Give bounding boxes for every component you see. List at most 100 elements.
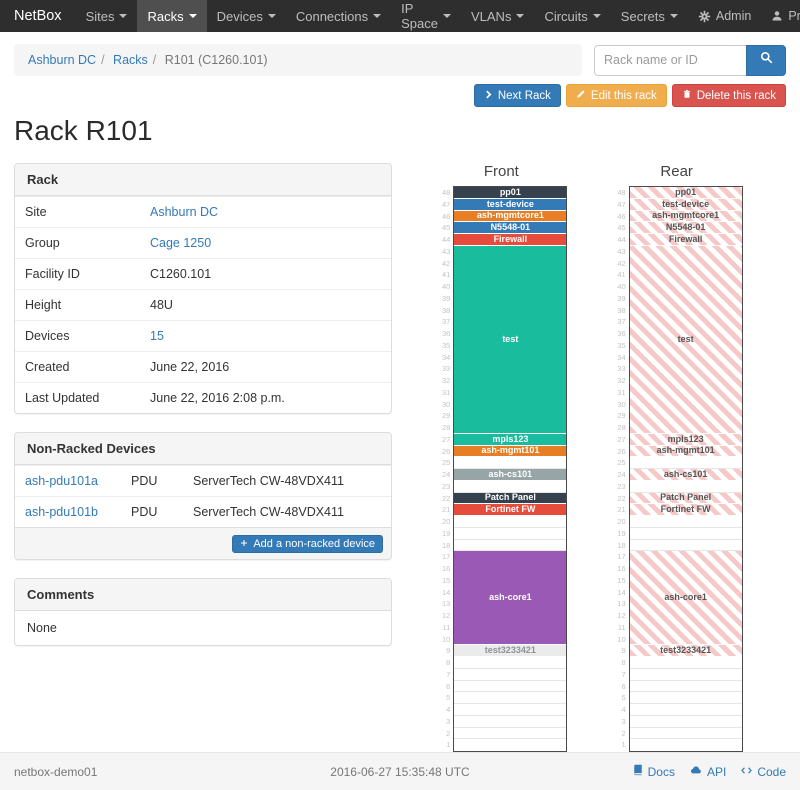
front-elevation: Front 48 47 46 45 44 43 42 41 40 39 38 37 36 35 34 33 32…	[435, 163, 568, 752]
front-rack-units: pp01 test-device ash-mgmtcore1 N5548-01 Fire…	[453, 186, 568, 752]
rack-device-firewall[interactable]: Firewall	[454, 234, 567, 246]
rack-slot-empty	[629, 540, 742, 552]
unit-number: 27	[617, 434, 626, 444]
rack-device-ash-cs101[interactable]: ash-cs101	[454, 469, 567, 481]
rack-device-ash-mgmtcore1[interactable]: ash-mgmtcore1	[629, 210, 742, 223]
rack-slot-empty	[629, 716, 742, 728]
rack-device-ash-mgmt101[interactable]: ash-mgmt101	[629, 445, 742, 458]
nav-item-secrets[interactable]: Secrets	[611, 0, 688, 32]
rack-device-pp01[interactable]: pp01	[454, 187, 567, 199]
rack-device-fortinet-fw[interactable]: Fortinet FW	[629, 504, 742, 516]
rack-device-ash-core1[interactable]: ash-core1	[454, 551, 567, 646]
front-rack: 48 47 46 45 44 43 42 41 40 39 38 37 36 35 34 33 32 31 30 29…	[435, 186, 568, 752]
caret-down-icon	[267, 14, 276, 18]
rack-device-test[interactable]: test	[629, 245, 742, 434]
front-elevation-title: Front	[483, 163, 519, 180]
rack-slot-empty	[629, 516, 742, 528]
rack-device-patch-panel[interactable]: Patch Panel	[454, 492, 567, 505]
rack-device-ash-core1[interactable]: ash-core1	[629, 551, 742, 646]
rack-search-input[interactable]	[594, 44, 746, 76]
unit-number: 6	[621, 681, 626, 691]
unit-number: 2	[621, 728, 626, 738]
rack-device-ash-mgmtcore1[interactable]: ash-mgmtcore1	[454, 210, 567, 223]
site-link[interactable]: Ashburn DC	[150, 205, 219, 219]
rack-device-mpls123[interactable]: mpls123	[454, 433, 567, 446]
edit-rack-button[interactable]: Edit this rack	[565, 84, 667, 107]
rack-slot-empty	[629, 681, 742, 693]
unit-number: 43	[617, 246, 626, 256]
device-link[interactable]: ash-pdu101b	[25, 505, 98, 519]
page-title: Rack R101	[14, 115, 153, 146]
unit-number: 22	[617, 493, 626, 503]
unit-number: 4	[621, 705, 626, 714]
unit-number: 48	[617, 188, 626, 197]
unit-number: 17	[617, 552, 626, 562]
nav-item-racks[interactable]: Racks	[137, 0, 207, 32]
unit-number: 18	[441, 540, 451, 550]
nav-item-circuits[interactable]: Circuits	[534, 0, 610, 32]
api-link[interactable]: API	[689, 764, 726, 779]
search-button[interactable]	[746, 44, 786, 76]
unit-number: 34	[617, 352, 626, 362]
rack-device-pp01[interactable]: pp01	[629, 187, 742, 199]
nav-item-sites[interactable]: Sites	[76, 0, 138, 32]
nav-item-connections[interactable]: Connections	[286, 0, 391, 32]
comments-panel-title: Comments	[15, 579, 391, 611]
nav-item-vlans[interactable]: VLANs	[461, 0, 534, 32]
unit-number: 24	[441, 470, 451, 479]
group-link[interactable]: Cage 1250	[150, 236, 212, 250]
rack-device-test-device[interactable]: test-device	[454, 198, 567, 211]
unit-number: 44	[617, 235, 626, 244]
unit-number: 25	[617, 458, 626, 468]
devices-count-link[interactable]: 15	[150, 329, 164, 343]
rack-slot-empty	[629, 728, 742, 740]
rack-device-ash-mgmt101[interactable]: ash-mgmt101	[454, 445, 567, 458]
next-rack-button[interactable]: Next Rack	[473, 84, 561, 107]
rack-device-test[interactable]: test	[454, 245, 567, 434]
pencil-icon	[576, 89, 586, 102]
rack-slot-empty	[454, 669, 567, 681]
trash-icon	[682, 89, 692, 102]
breadcrumb-site-link[interactable]: Ashburn DC	[28, 53, 97, 67]
nav-item-devices[interactable]: Devices	[207, 0, 286, 32]
unit-number: 44	[441, 235, 451, 244]
profile-link[interactable]: Profile	[761, 0, 800, 32]
nav-item-ip-space[interactable]: IP Space	[391, 0, 461, 32]
admin-link[interactable]: Admin	[688, 0, 761, 32]
rack-device-test-device[interactable]: test-device	[629, 198, 742, 211]
unit-number: 40	[617, 282, 626, 291]
rear-elevation-title: Rear	[660, 163, 693, 180]
comments-value: None	[27, 621, 57, 635]
rack-device-test3233421[interactable]: test3233421	[629, 645, 742, 657]
rack-device-mpls123[interactable]: mpls123	[629, 433, 742, 446]
rack-device-firewall[interactable]: Firewall	[629, 234, 742, 246]
unit-number: 36	[617, 329, 626, 338]
rack-slot-empty	[454, 528, 567, 540]
rack-device-n5548-01[interactable]: N5548-01	[629, 222, 742, 234]
rack-device-patch-panel[interactable]: Patch Panel	[629, 492, 742, 505]
rear-elevation: Rear 48 47 46 45 44 43 42 41 40 39 38 37 36 35 34 33 32 3…	[611, 163, 743, 752]
unit-number: 25	[441, 458, 451, 468]
docs-link[interactable]: Docs	[632, 764, 675, 779]
attr-row-site: Site Ashburn DC	[15, 196, 391, 227]
add-non-racked-device-button[interactable]: Add a non-racked device	[232, 535, 383, 553]
gear-icon	[698, 10, 711, 23]
non-racked-panel-title: Non-Racked Devices	[15, 433, 391, 465]
brand[interactable]: NetBox	[14, 8, 62, 24]
rack-slot-empty	[454, 716, 567, 728]
rack-slot-empty	[454, 516, 567, 528]
code-link[interactable]: Code	[740, 764, 786, 779]
breadcrumb-racks-link[interactable]: Racks	[96, 53, 148, 67]
unit-number: 27	[441, 434, 451, 444]
rack-device-fortinet-fw[interactable]: Fortinet FW	[454, 504, 567, 516]
unit-number: 45	[441, 223, 451, 233]
unit-number: 6	[446, 681, 451, 691]
unit-number: 13	[617, 599, 626, 609]
rack-device-test3233421[interactable]: test3233421	[454, 645, 567, 657]
delete-rack-button[interactable]: Delete this rack	[671, 84, 786, 107]
device-link[interactable]: ash-pdu101a	[25, 474, 98, 488]
rack-device-n5548-01[interactable]: N5548-01	[454, 222, 567, 234]
footer-hostname: netbox-demo01	[14, 764, 98, 779]
unit-number: 46	[617, 211, 626, 221]
rack-device-ash-cs101[interactable]: ash-cs101	[629, 469, 742, 481]
